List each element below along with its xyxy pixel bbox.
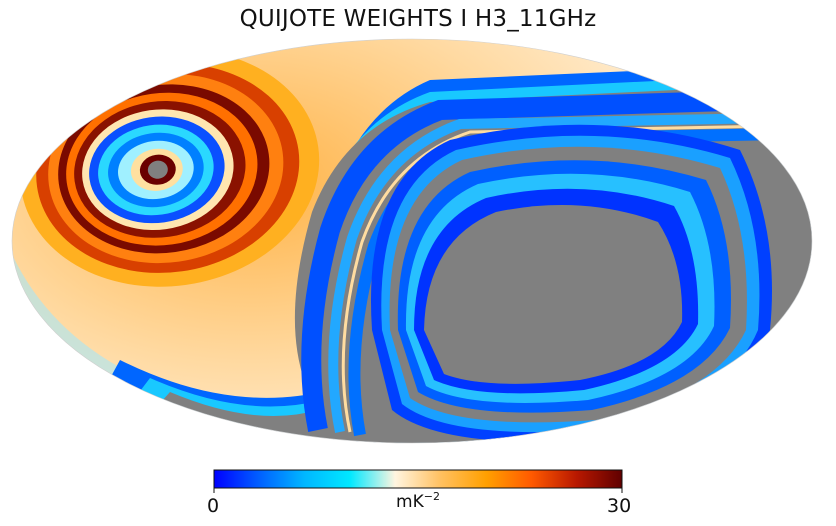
ring-center-mask [147, 160, 168, 179]
stripe-a [301, 90, 761, 432]
map-title: QUIJOTE WEIGHTS I H3_11GHz [239, 6, 597, 32]
colorbar-unit-exponent: −2 [423, 490, 440, 503]
colorbar-max-label: 30 [607, 495, 632, 517]
colorbar-min-label: 0 [207, 495, 220, 517]
stripe-b [328, 113, 771, 434]
colorbar-unit-label: mK−2 [0, 490, 836, 512]
right-masked-core [424, 204, 683, 384]
colorbar [213, 469, 623, 489]
left-ring-system [20, 49, 320, 287]
colorbar-unit-base: mK [396, 492, 424, 512]
map-border [11, 38, 813, 444]
